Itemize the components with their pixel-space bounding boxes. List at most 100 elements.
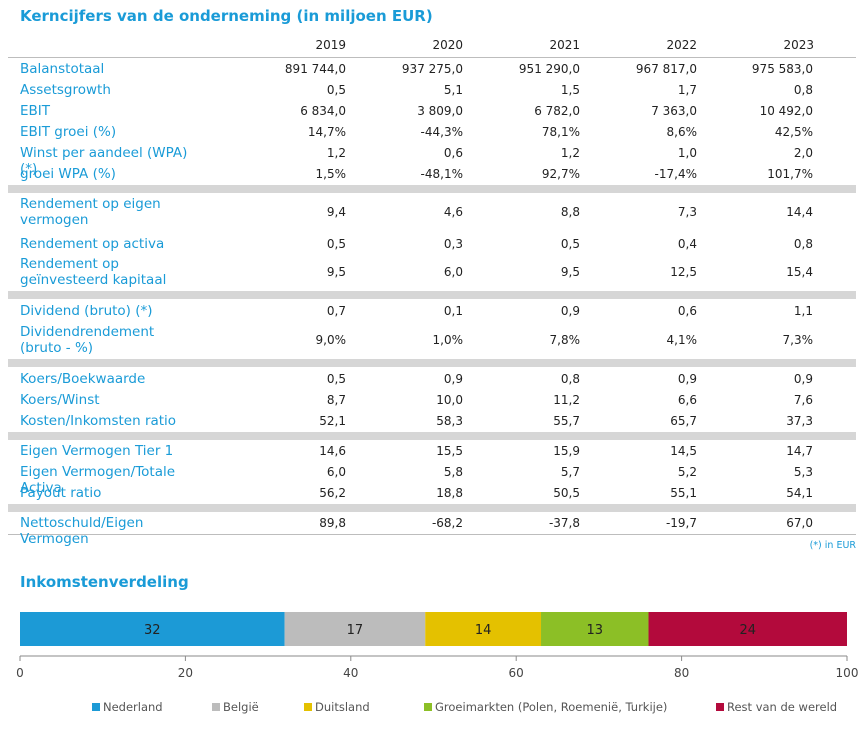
table-cell: 9,5 (560, 265, 580, 279)
table-cell: 67,0 (786, 516, 813, 530)
bar-segment (648, 612, 847, 646)
row-label: Rendement op activa (20, 236, 165, 252)
table-cell: 891 744,0 (284, 62, 346, 76)
table-cell: 7 363,0 (651, 104, 697, 118)
segment-value-label: 32 (144, 623, 161, 638)
table-cell: 6,6 (677, 393, 697, 407)
table-cell: 1,5 (560, 83, 580, 97)
table-cell: -37,8 (548, 516, 580, 530)
year-header: 2023 (783, 38, 814, 52)
footnote: (*) in EUR (809, 540, 856, 551)
year-header: 2020 (432, 38, 463, 52)
bar-segment (284, 612, 426, 646)
table-cell: -48,1% (420, 167, 463, 181)
table-cell: -44,3% (420, 125, 463, 139)
table-cell: 0,4 (677, 237, 697, 251)
table-cell: 5,7 (560, 465, 580, 479)
table-divider (8, 359, 856, 367)
table-cell: 0,1 (443, 304, 463, 318)
segment-value-label: 17 (347, 623, 364, 638)
table-cell: 3 809,0 (417, 104, 463, 118)
legend-label: Rest van de wereld (727, 700, 837, 714)
row-label: groei WPA (%) (20, 166, 116, 182)
table-cell: 6,0 (326, 465, 346, 479)
table-cell: -19,7 (665, 516, 697, 530)
legend-swatch (304, 703, 312, 711)
table-cell: 14,4 (786, 205, 813, 219)
table-cell: 55,1 (670, 486, 697, 500)
table-cell: 7,8% (549, 333, 581, 347)
table-cell: 0,8 (793, 83, 813, 97)
table-cell: 0,6 (443, 146, 463, 160)
table-cell: 14,6 (319, 444, 346, 458)
table-cell: 8,7 (326, 393, 346, 407)
table-cell: 65,7 (670, 414, 697, 428)
bar-segment (425, 612, 542, 646)
year-header: 2019 (315, 38, 346, 52)
table-cell: 12,5 (670, 265, 697, 279)
table-cell: 78,1% (541, 125, 580, 139)
table-cell: 55,7 (553, 414, 580, 428)
table-cell: 5,3 (793, 465, 813, 479)
table-divider (8, 185, 856, 193)
table-cell: 54,1 (786, 486, 813, 500)
legend-label: België (223, 700, 259, 714)
row-label: Balanstotaal (20, 61, 105, 77)
table-cell: 0,5 (326, 83, 346, 97)
row-label: Payout ratio (20, 485, 102, 501)
row-label: Koers/Boekwaarde (20, 371, 146, 387)
table-cell: 0,9 (677, 372, 697, 386)
table-cell: 8,8 (560, 205, 580, 219)
year-header: 2021 (549, 38, 580, 52)
table-cell: 0,9 (560, 304, 580, 318)
table-cell: 50,5 (553, 486, 580, 500)
row-label: Assetsgrowth (20, 82, 111, 98)
table-cell: 9,4 (326, 205, 346, 219)
row-label: Koers/Winst (20, 392, 100, 408)
bar-segment (20, 612, 285, 646)
table-cell: 6 782,0 (534, 104, 580, 118)
table-cell: 0,6 (677, 304, 697, 318)
table-cell: 101,7% (767, 167, 813, 181)
table-cell: 9,0% (315, 333, 347, 347)
x-tick-label: 40 (343, 666, 358, 680)
table-cell: 975 583,0 (751, 62, 813, 76)
table-divider (8, 291, 856, 299)
income-distribution-chart: 32 17 14 13 24 0 20 40 60 80 100 Nederland België Dui… (16, 612, 858, 714)
table-cell: 0,5 (326, 237, 346, 251)
table-cell: 42,5% (774, 125, 813, 139)
bar-segment (541, 612, 649, 646)
table-cell: 37,3 (786, 414, 813, 428)
row-label: EBIT groei (%) (20, 124, 117, 140)
row-label: Eigen Vermogen/Totale Activa (20, 464, 176, 496)
table-cell: 5,2 (677, 465, 697, 479)
table-cell: 15,9 (553, 444, 580, 458)
table-cell: 1,0% (432, 333, 464, 347)
table-cell: 14,5 (670, 444, 697, 458)
year-header: 2022 (666, 38, 697, 52)
legend-swatch (92, 703, 100, 711)
table-title: Kerncijfers van de onderneming (in miljo… (20, 7, 433, 25)
row-label: Rendement op geïnvesteerd kapitaal (20, 256, 167, 288)
table-cell: 967 817,0 (635, 62, 697, 76)
table-cell: 0,8 (793, 237, 813, 251)
table-cell: 0,5 (560, 237, 580, 251)
table-cell: 5,8 (443, 465, 463, 479)
table-cell: -68,2 (431, 516, 463, 530)
table-cell: 937 275,0 (401, 62, 463, 76)
table-cell: 8,6% (666, 125, 698, 139)
table-cell: 52,1 (319, 414, 346, 428)
segment-value-label: 14 (475, 623, 492, 638)
table-cell: 9,5 (326, 265, 346, 279)
table-cell: 92,7% (541, 167, 580, 181)
table-cell: 15,4 (786, 265, 813, 279)
legend-swatch (212, 703, 220, 711)
table-cell: 0,5 (326, 372, 346, 386)
table-cell: 1,7 (677, 83, 697, 97)
table-cell: 951 290,0 (518, 62, 580, 76)
table-cell: 1,2 (326, 146, 346, 160)
table-cell: 15,5 (436, 444, 463, 458)
table-cell: 14,7% (307, 125, 346, 139)
table-cell: 4,6 (443, 205, 463, 219)
row-label: Nettoschuld/Eigen Vermogen (20, 515, 144, 547)
